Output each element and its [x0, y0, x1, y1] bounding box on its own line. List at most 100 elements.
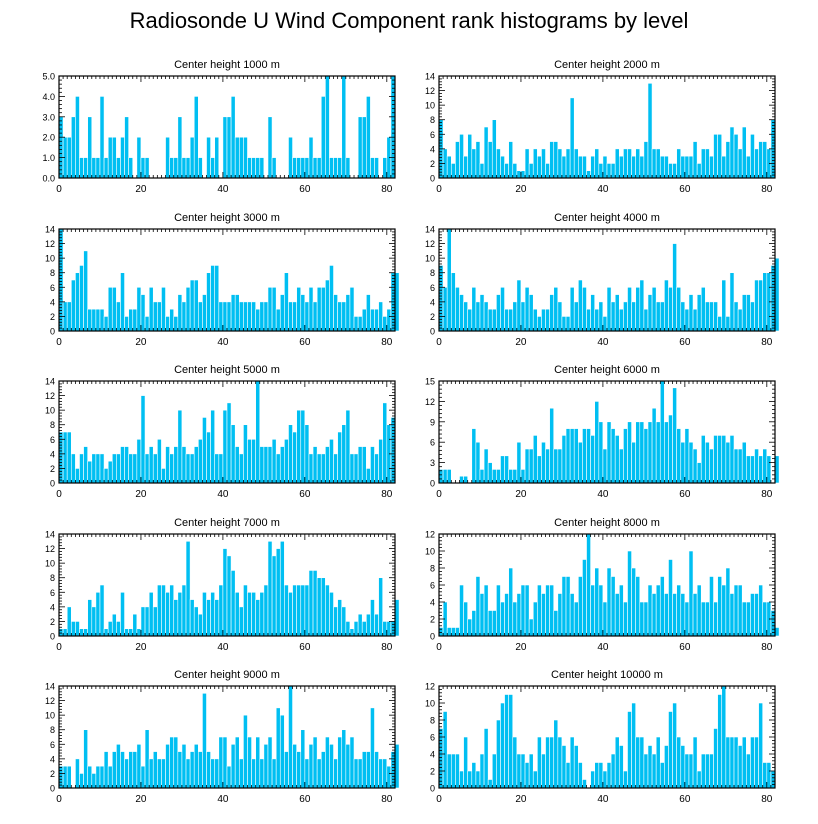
- histogram-bar: [746, 155, 751, 179]
- histogram-bar: [222, 116, 228, 179]
- histogram-bar: [496, 469, 501, 484]
- y-tick-label: 12: [45, 544, 55, 554]
- histogram-bar: [647, 584, 653, 637]
- histogram-bar: [750, 133, 755, 179]
- histogram-bar: [573, 301, 579, 332]
- y-tick-label: 2: [430, 159, 435, 169]
- histogram-bar: [374, 308, 379, 332]
- histogram-bar: [520, 584, 526, 637]
- histogram-bar: [606, 163, 612, 179]
- histogram-bar: [659, 155, 665, 179]
- y-tick-label: 12: [45, 239, 55, 249]
- histogram-bar: [623, 770, 628, 789]
- x-tick-label: 20: [515, 489, 527, 500]
- histogram-bar: [717, 576, 723, 637]
- histogram-bar: [569, 593, 575, 637]
- histogram-bar: [643, 428, 649, 484]
- histogram-bar: [181, 446, 187, 484]
- histogram-bar: [537, 155, 542, 179]
- histogram-bar: [479, 469, 485, 484]
- histogram-bar: [120, 272, 125, 332]
- x-tick-label: 0: [56, 337, 62, 348]
- histogram-bar: [463, 601, 468, 637]
- x-tick-label: 60: [679, 184, 691, 195]
- histogram-bar: [623, 428, 628, 484]
- y-tick-label: 10: [45, 559, 55, 569]
- histogram-bar: [390, 621, 396, 637]
- histogram-bar: [700, 435, 706, 484]
- histogram-bar: [189, 279, 195, 332]
- histogram-panel: Center height 8000 m 0 20 40 60 80 0 2 4 6 8 10 12: [425, 517, 780, 653]
- histogram-bar: [578, 576, 583, 637]
- histogram-bar: [103, 316, 109, 332]
- y-tick-label: 4: [50, 449, 55, 459]
- histogram-bar: [169, 736, 175, 789]
- histogram-bar: [107, 286, 113, 332]
- histogram-bar: [524, 448, 530, 484]
- histogram-bar: [758, 141, 764, 179]
- y-tick-label: 4: [430, 144, 435, 154]
- histogram-bar: [234, 294, 240, 332]
- histogram-bar: [541, 441, 546, 484]
- histogram-bar: [230, 294, 236, 332]
- histogram-bar: [107, 460, 113, 484]
- histogram-bar: [279, 540, 285, 637]
- histogram-bar: [672, 702, 677, 789]
- histogram-bar: [450, 272, 456, 332]
- histogram-bar: [87, 765, 93, 789]
- histogram-bar: [557, 448, 563, 484]
- histogram-bar: [161, 758, 166, 789]
- histogram-bar: [762, 141, 768, 179]
- histogram-bar: [325, 584, 330, 637]
- histogram-bar: [296, 409, 302, 484]
- histogram-bar: [382, 758, 388, 789]
- x-tick-label: 80: [761, 184, 773, 195]
- histogram-bar: [157, 301, 162, 332]
- x-tick-label: 40: [217, 642, 229, 653]
- histogram-bar: [520, 170, 526, 179]
- histogram-bar: [165, 316, 170, 332]
- histogram-bar: [279, 294, 285, 332]
- histogram-bar: [66, 431, 72, 484]
- histogram-bar: [508, 308, 514, 332]
- histogram-bar: [70, 453, 76, 484]
- histogram-bar: [370, 599, 375, 637]
- histogram-bar: [116, 743, 121, 789]
- histogram-bar: [668, 163, 673, 179]
- histogram-bar: [446, 469, 452, 484]
- histogram-bar: [116, 301, 121, 332]
- histogram-bar: [124, 316, 129, 332]
- histogram-bar: [111, 286, 117, 332]
- histogram-bar: [705, 753, 710, 789]
- histogram-bar: [569, 428, 575, 484]
- histogram-bar: [66, 606, 72, 637]
- histogram-bar: [623, 301, 628, 332]
- x-tick-label: 60: [679, 642, 691, 653]
- histogram-bar: [320, 96, 326, 179]
- histogram-bar: [541, 753, 546, 789]
- histogram-bar: [557, 148, 563, 179]
- histogram-bar: [62, 628, 68, 637]
- histogram-bar: [320, 453, 326, 484]
- histogram-bar: [741, 126, 747, 179]
- histogram-bar: [483, 584, 489, 637]
- histogram-bar: [357, 758, 363, 789]
- histogram-bar: [586, 533, 591, 637]
- histogram-bar: [516, 279, 522, 332]
- y-tick-label: 12: [425, 397, 435, 407]
- histogram-bar: [762, 272, 768, 332]
- histogram-bar: [754, 448, 759, 484]
- histogram-bar: [70, 621, 76, 637]
- histogram-bar: [479, 593, 485, 637]
- histogram-bar: [304, 301, 310, 332]
- histogram-bar: [557, 736, 563, 789]
- histogram-bar: [185, 157, 191, 179]
- histogram-bar: [390, 75, 396, 179]
- histogram-bar: [320, 577, 326, 637]
- x-tick-label: 20: [515, 642, 527, 653]
- histogram-bar: [500, 601, 505, 637]
- histogram-bar: [111, 751, 117, 789]
- histogram-bar: [532, 148, 538, 179]
- histogram-bar: [516, 753, 522, 789]
